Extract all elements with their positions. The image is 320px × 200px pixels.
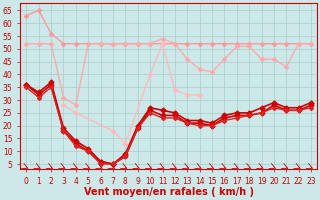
X-axis label: Vent moyen/en rafales ( km/h ): Vent moyen/en rafales ( km/h ) [84, 187, 254, 197]
